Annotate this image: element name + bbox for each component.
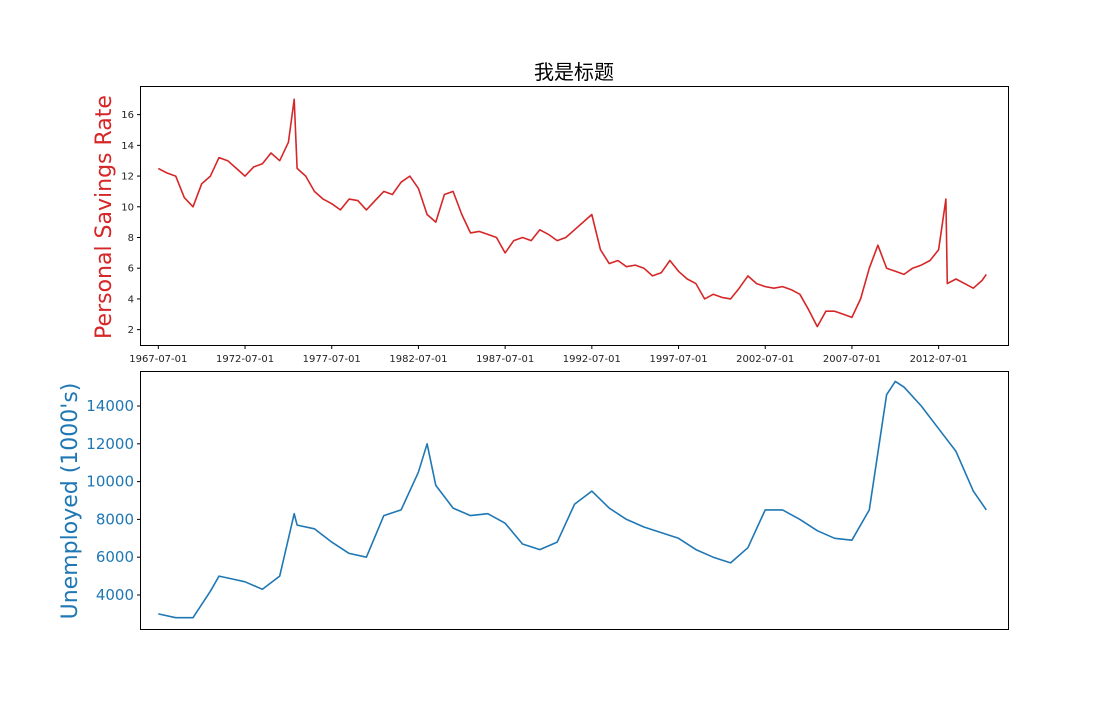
unemployed-series-line	[158, 380, 987, 619]
x-tick-label: 1967-07-01	[129, 354, 187, 365]
chart-title: 我是标题	[534, 60, 614, 84]
y-tick-label: 10	[121, 202, 134, 213]
savings-rate-axis-label: Personal Savings Rate	[92, 95, 117, 339]
y-tick-label: 8	[128, 233, 134, 244]
y-tick-label: 14000	[86, 397, 134, 415]
y-tick-label: 14	[121, 141, 134, 152]
y-tick-label: 4000	[96, 586, 134, 604]
x-tick-label: 2012-07-01	[910, 354, 968, 365]
x-tick-label: 1992-07-01	[563, 354, 621, 365]
savings-rate-plot-area: 2 4 6 8 10 12 14 16 1967-07-01 1972-07-01 1977-07-…	[121, 98, 987, 365]
savings-rate-panel: 我是标题 Personal Savings Rate 2 4 6 8 10 12 14 16 1…	[92, 60, 1009, 365]
savings-rate-axes-frame	[140, 86, 1009, 346]
y-tick-label: 6000	[96, 548, 134, 566]
y-tick-label: 4	[128, 294, 134, 305]
y-tick-label: 6	[128, 264, 134, 275]
unemployed-axes-frame	[140, 371, 1009, 630]
x-tick-label: 1982-07-01	[389, 354, 447, 365]
unemployed-axis-label: Unemployed (1000's)	[58, 383, 83, 620]
x-tick-label: 1977-07-01	[303, 354, 361, 365]
y-tick-label: 12	[121, 172, 134, 183]
savings-rate-series-line	[157, 98, 987, 328]
y-tick-label: 12000	[86, 435, 134, 453]
y-tick-label: 10000	[86, 473, 134, 491]
y-tick-label: 2	[128, 325, 134, 336]
x-tick-label: 2002-07-01	[736, 354, 794, 365]
y-tick-label: 16	[121, 110, 134, 121]
x-tick-label: 1987-07-01	[476, 354, 534, 365]
x-tick-label: 1972-07-01	[216, 354, 274, 365]
unemployed-plot-area: 4000 6000 8000 10000 12000 14000	[86, 380, 987, 619]
x-tick-label: 2007-07-01	[823, 354, 881, 365]
y-tick-label: 8000	[96, 510, 134, 528]
x-tick-label: 1997-07-01	[649, 354, 707, 365]
unemployed-panel: Unemployed (1000's) 4000 6000 8000 10000 120…	[58, 371, 1009, 630]
